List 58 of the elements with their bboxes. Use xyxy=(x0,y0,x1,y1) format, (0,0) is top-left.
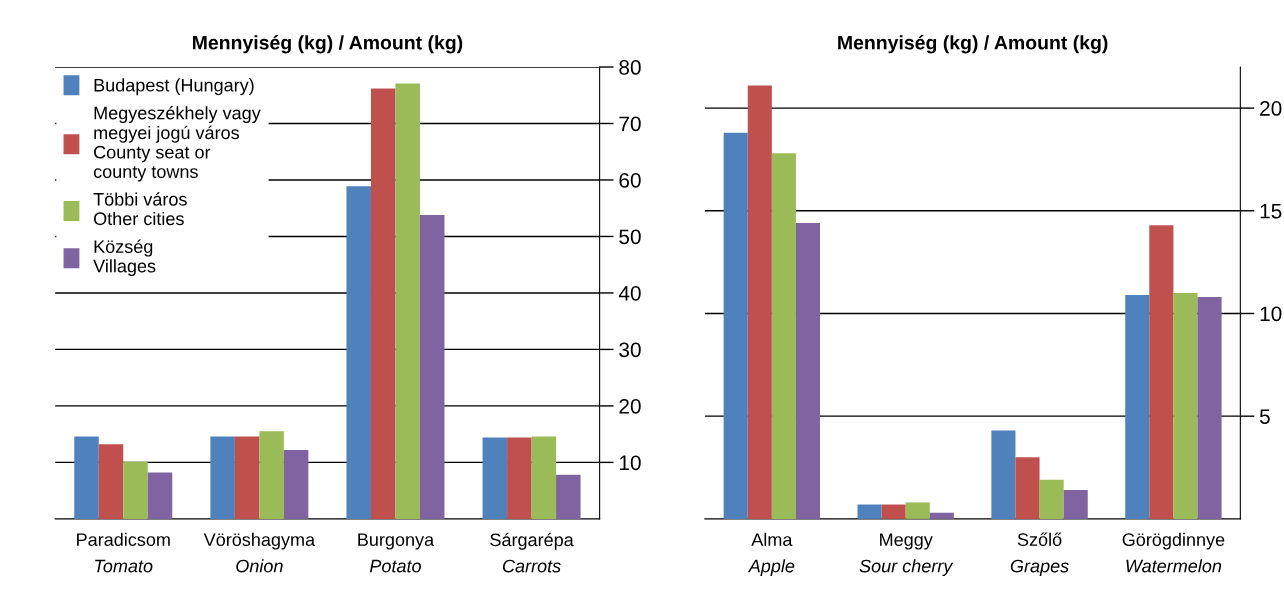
bar xyxy=(259,431,284,519)
bar xyxy=(1149,225,1174,519)
bar xyxy=(147,472,173,519)
chart-title: Mennyiség (kg) / Amount (kg) xyxy=(192,35,463,54)
y-tick-label: 15 xyxy=(1260,204,1282,219)
bar xyxy=(929,512,954,519)
bar xyxy=(723,132,748,519)
bar xyxy=(74,436,99,519)
legend-label: Többi város Other cities xyxy=(93,192,187,226)
bar xyxy=(747,85,772,519)
bar xyxy=(991,430,1016,519)
category-label: Burgonya Potato xyxy=(358,533,435,573)
bar xyxy=(1173,292,1198,519)
y-tick-label: 5 xyxy=(1259,409,1270,424)
bar xyxy=(234,436,260,519)
bar xyxy=(395,83,420,519)
y-tick-label: 20 xyxy=(619,398,641,414)
category-label: Paradicsom Tomato xyxy=(77,532,170,573)
category-label: Meggy Sour cherry xyxy=(859,533,954,576)
bar xyxy=(771,153,796,519)
bar xyxy=(857,504,882,519)
chart-title: Mennyiség (kg) / Amount (kg) xyxy=(838,35,1108,54)
bar xyxy=(531,436,557,519)
bar xyxy=(1063,490,1088,519)
category-label: Vöröshagyma Onion xyxy=(203,532,316,573)
bar xyxy=(1197,297,1222,519)
y-tick-label: 80 xyxy=(619,60,641,75)
bar xyxy=(98,444,124,519)
bar xyxy=(1125,295,1150,519)
y-tick-label: 60 xyxy=(619,172,641,188)
legend-label: Község Villages xyxy=(93,239,156,277)
category-label: Alma Apple xyxy=(747,532,795,576)
bar xyxy=(1015,457,1040,519)
legend-label: Budapest (Hungary) xyxy=(94,78,254,96)
bar xyxy=(346,186,371,519)
bar xyxy=(556,474,581,519)
y-tick-label: 70 xyxy=(619,116,641,132)
y-tick-label: 30 xyxy=(619,342,641,358)
category-label: Görögdinnye Watermelon xyxy=(1122,532,1225,573)
category-label: Sárgarépa Carrots xyxy=(490,532,574,573)
bar xyxy=(123,461,148,519)
bar xyxy=(419,215,445,519)
bar xyxy=(1039,479,1064,519)
y-tick-label: 20 xyxy=(1260,101,1282,116)
y-tick-label: 10 xyxy=(619,455,641,471)
legend-label: Megyeszékhely vagy megyei jogú város County seat or county towns xyxy=(93,105,261,182)
bar xyxy=(905,502,930,519)
bar xyxy=(482,437,508,519)
bar xyxy=(210,436,235,519)
bar xyxy=(507,437,532,519)
bar xyxy=(795,223,821,519)
y-tick-label: 40 xyxy=(618,285,641,301)
bar xyxy=(283,449,309,519)
y-tick-label: 10 xyxy=(1260,306,1282,322)
bar xyxy=(881,504,906,519)
category-label: Szőlő Grapes xyxy=(1010,532,1069,576)
bar xyxy=(370,88,396,519)
y-tick-label: 50 xyxy=(619,229,641,245)
